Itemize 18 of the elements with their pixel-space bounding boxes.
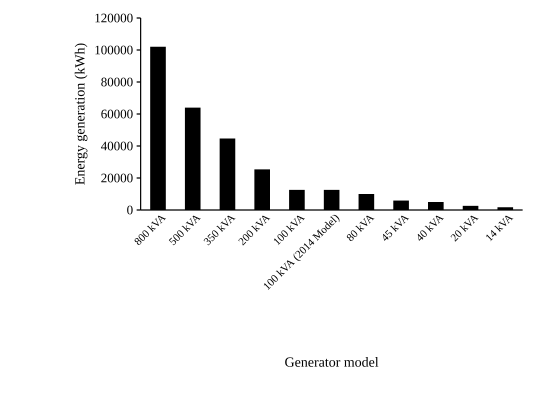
y-tick-label: 80000 [101, 78, 133, 86]
x-axis-title: Generator model [285, 356, 378, 367]
x-tick-label: 40 kVA [418, 216, 444, 241]
y-tick-label: 40000 [101, 142, 133, 150]
y-tick-label: 120000 [95, 14, 133, 22]
y-tick-label: 100000 [95, 46, 133, 54]
y-axis-title: Energy generation (kWh) [74, 43, 88, 185]
x-tick-label: 80 kVA [346, 216, 375, 242]
x-tick-label: 20 kVA [450, 216, 479, 242]
x-tick-label: 45 kVA [383, 216, 410, 241]
x-tick-label: 200 kVA [238, 216, 270, 246]
x-tick-label: 14 kVA [486, 216, 514, 242]
y-tick-label: 20000 [101, 174, 133, 182]
x-tick-label: 350 kVA [204, 216, 236, 246]
x-tick-label: 800 kVA [134, 216, 166, 245]
x-tick-label: 500 kVA [168, 216, 201, 246]
y-tick-label: 60000 [101, 110, 133, 118]
y-tick-label: 0 [127, 206, 133, 214]
